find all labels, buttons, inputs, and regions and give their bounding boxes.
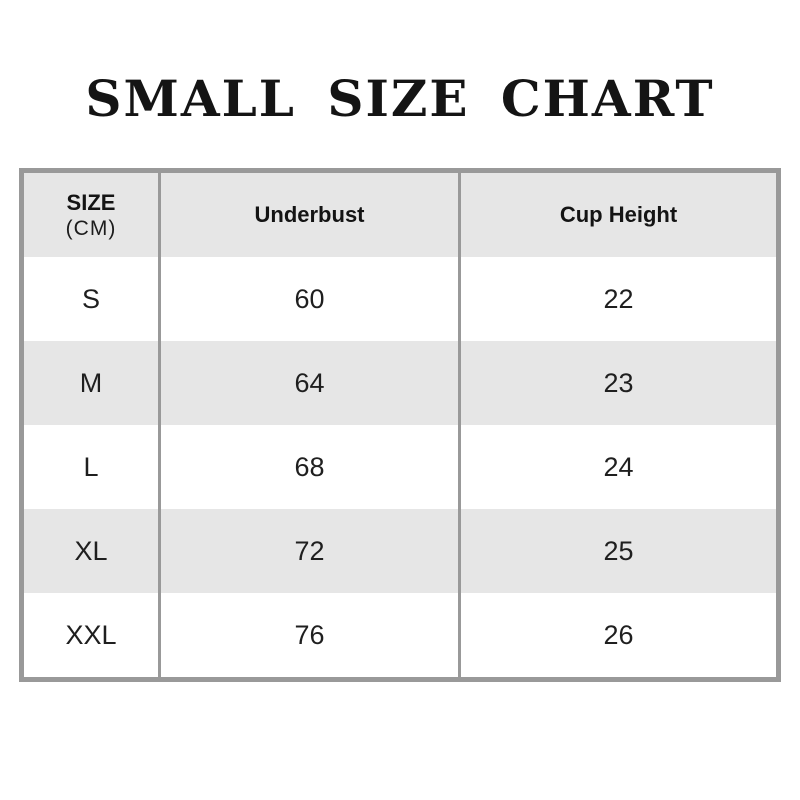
table-row: L 68 24 bbox=[21, 425, 779, 509]
table-row: XL 72 25 bbox=[21, 509, 779, 593]
header-size-cell: SIZE (CM) bbox=[22, 171, 160, 258]
size-value: XXL bbox=[65, 619, 117, 650]
cup-height-value: 26 bbox=[458, 593, 779, 680]
cup-height-value: 23 bbox=[458, 341, 779, 425]
underbust-value: 76 bbox=[158, 593, 460, 680]
size-value: XL bbox=[74, 535, 108, 566]
table-row: S 60 22 bbox=[21, 257, 779, 341]
underbust-value: 72 bbox=[158, 509, 460, 593]
table-header-row: SIZE (CM) Underbust Cup Height bbox=[21, 170, 779, 258]
underbust-value: 68 bbox=[158, 425, 460, 509]
header-underbust: Underbust bbox=[158, 170, 460, 257]
underbust-value: 60 bbox=[158, 257, 460, 341]
size-value: S bbox=[81, 283, 100, 314]
header-size-unit: (CM) bbox=[65, 216, 117, 240]
underbust-value: 64 bbox=[158, 341, 460, 425]
size-value: M bbox=[79, 367, 103, 398]
size-table: SIZE (CM) Underbust Cup Height S 60 22 M… bbox=[19, 168, 781, 682]
page-title: SMALL SIZE CHART bbox=[85, 69, 715, 128]
table-row: M 64 23 bbox=[21, 341, 779, 425]
header-cup-height: Cup Height bbox=[458, 170, 779, 257]
size-table-grid: SIZE (CM) Underbust Cup Height S 60 22 M… bbox=[19, 168, 781, 682]
size-value: L bbox=[83, 451, 99, 482]
table-row: XXL 76 26 bbox=[21, 593, 779, 680]
header-size-label: SIZE bbox=[66, 189, 116, 215]
cup-height-value: 25 bbox=[458, 509, 779, 593]
cup-height-value: 24 bbox=[458, 425, 779, 509]
cup-height-value: 22 bbox=[458, 257, 779, 341]
